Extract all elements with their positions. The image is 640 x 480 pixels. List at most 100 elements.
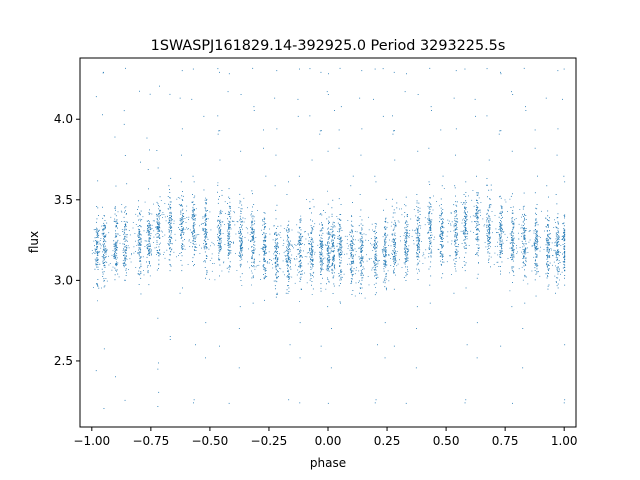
data-point [559,268,560,270]
data-point [390,265,392,266]
data-point [512,240,514,242]
data-point [116,220,118,222]
data-point [557,231,559,233]
data-point [167,196,169,197]
data-point [135,240,136,242]
data-point [417,209,419,211]
data-point [524,214,525,216]
data-point [351,261,353,263]
data-point [251,231,253,233]
data-point [178,227,179,228]
data-point [203,115,205,117]
data-point [329,261,330,263]
data-point [104,220,106,221]
data-point [417,246,419,247]
data-point [332,258,334,260]
data-point [486,229,488,231]
data-point [533,256,535,258]
data-point [385,218,386,220]
data-point [385,247,387,248]
data-point [269,259,270,260]
data-point [441,235,443,237]
data-point [193,244,195,245]
data-point [230,228,232,230]
data-point [465,223,467,225]
data-point [500,240,502,242]
data-point [138,219,139,221]
data-point [148,246,149,248]
data-point [95,260,97,262]
data-point [428,253,430,254]
data-point [319,230,321,232]
data-point [560,273,561,275]
data-point [228,244,230,246]
data-point [221,270,223,272]
data-point [350,260,352,262]
data-point [251,265,252,266]
data-point [429,266,431,268]
data-point [139,237,141,239]
data-point [320,274,322,275]
data-point [564,229,566,231]
data-point [148,233,150,235]
data-point [487,246,489,248]
data-point [253,244,254,246]
data-point [181,243,183,244]
data-point [562,98,563,100]
data-point [287,240,289,242]
data-point [299,277,301,279]
data-point [117,273,119,275]
data-point [168,259,170,261]
data-point [299,227,301,228]
data-point [124,251,126,253]
data-point [340,250,342,251]
data-point [431,237,432,239]
data-point [229,207,231,209]
data-point [418,246,420,248]
data-point [359,258,361,260]
data-point [558,255,560,257]
data-point [205,322,207,324]
data-point [169,254,171,256]
data-point [465,218,467,219]
data-point [169,205,171,207]
data-point [273,253,275,255]
data-point [327,243,329,244]
data-point [510,255,512,257]
data-point [338,238,340,239]
data-point [419,207,421,209]
data-point [418,270,420,272]
data-point [169,244,170,246]
data-point [178,255,179,256]
data-point [462,233,464,234]
data-point [114,206,116,208]
data-point [399,236,401,237]
data-point [240,255,241,256]
data-point [169,339,171,340]
data-point [94,268,96,270]
data-point [417,232,419,234]
data-point [562,238,564,240]
data-point [138,200,139,202]
data-point [319,239,321,241]
data-point [253,248,255,250]
data-point [563,240,565,242]
data-point [557,228,559,229]
data-point [522,206,524,208]
data-point [105,235,106,237]
data-point [392,115,393,117]
data-point [102,228,103,230]
data-point [103,239,105,240]
data-point [339,243,340,244]
data-point [428,214,430,216]
data-point [312,198,314,200]
data-point [355,282,357,284]
data-point [478,197,480,199]
data-point [546,258,548,260]
data-point [391,252,393,254]
data-point [525,228,527,229]
data-point [401,267,403,268]
data-point [312,266,314,267]
data-point [255,266,257,268]
data-point [219,243,221,245]
